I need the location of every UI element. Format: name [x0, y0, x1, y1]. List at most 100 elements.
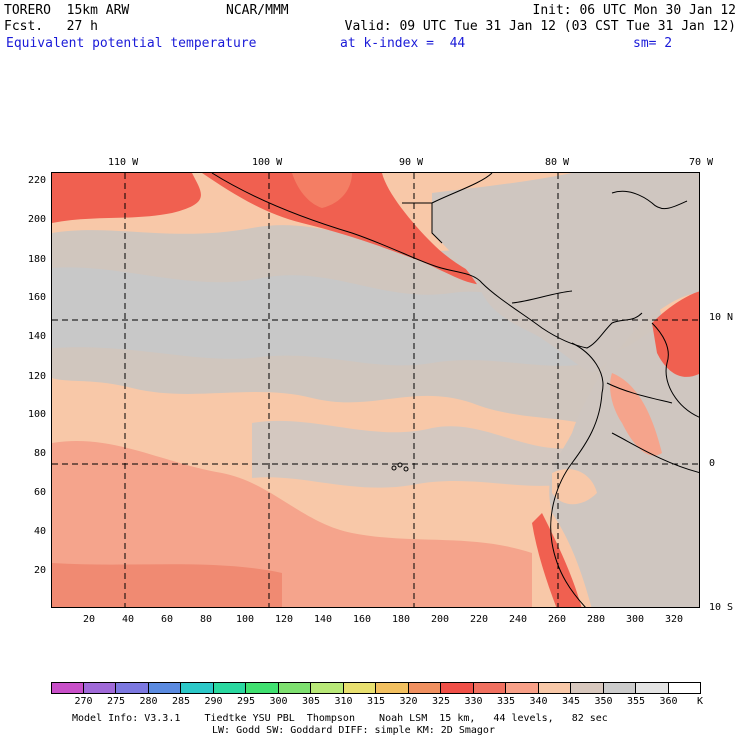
galapagos-island	[391, 465, 397, 471]
y-tick: 120	[27, 371, 46, 382]
border-ecuador	[606, 382, 673, 404]
smoothing-info: sm= 2	[633, 36, 673, 51]
colorbar-swatch	[311, 682, 344, 694]
x-tick: 200	[430, 614, 450, 625]
x-tick: 60	[160, 614, 174, 625]
colorbar-swatch	[408, 682, 441, 694]
colorbar-swatch	[506, 682, 539, 694]
red-region-colombia	[652, 291, 699, 377]
colorbar-label: 300	[269, 696, 288, 707]
colorbar-swatch	[636, 682, 669, 694]
red-region-mexico-coast	[202, 173, 492, 285]
x-tick: 180	[391, 614, 411, 625]
colorbar-label: 280	[139, 696, 158, 707]
field-name: Equivalent potential temperature	[6, 36, 257, 51]
coastline-cuba	[611, 190, 688, 210]
coastline-central-america	[211, 173, 643, 349]
x-tick: 100	[235, 614, 255, 625]
colorbar-label: 320	[399, 696, 418, 707]
lon-label: 70 W	[689, 157, 714, 168]
border-guatemala	[402, 202, 443, 244]
colorbar-swatch	[571, 682, 604, 694]
model-name: TORERO 15km ARW	[4, 3, 130, 18]
x-tick: 40	[121, 614, 135, 625]
lon-label: 90 W	[399, 157, 424, 168]
y-tick: 80	[33, 448, 46, 459]
colorbar-swatch	[376, 682, 409, 694]
y-tick: 40	[33, 526, 46, 537]
y-tick: 220	[27, 175, 46, 186]
level-info: at k-index = 44	[340, 36, 466, 51]
y-tick: 20	[33, 565, 46, 576]
colorbar-label: 290	[204, 696, 223, 707]
x-tick: 260	[547, 614, 567, 625]
y-tick: 60	[33, 487, 46, 498]
lat-label: 0	[709, 458, 716, 469]
physics-info: LW: Godd SW: Goddard DIFF: simple KM: 2D…	[212, 725, 495, 736]
colorbar-swatch	[603, 682, 636, 694]
colorbar-label: 340	[529, 696, 548, 707]
x-tick: 80	[199, 614, 213, 625]
colorbar-swatch	[441, 682, 474, 694]
colorbar-swatch	[668, 682, 701, 694]
border-colombia	[651, 322, 699, 418]
colorbar-swatch	[181, 682, 214, 694]
x-tick: 220	[469, 614, 489, 625]
x-tick: 140	[313, 614, 333, 625]
coastline-caribbean	[511, 290, 573, 304]
colorbar-unit: K	[697, 696, 704, 707]
colorbar-swatch	[538, 682, 571, 694]
lon-label: 100 W	[252, 157, 283, 168]
center-name: NCAR/MMM	[226, 3, 289, 18]
grey-band-core	[52, 267, 592, 366]
lon-label: 110 W	[108, 157, 139, 168]
colorbar-label: 305	[301, 696, 321, 707]
grey-band-south	[252, 420, 572, 488]
equivalent-potential-temperature-map	[52, 173, 699, 607]
colorbar-label: 360	[659, 696, 678, 707]
colorbar-swatch	[83, 682, 116, 694]
colorbar-swatch	[116, 682, 149, 694]
x-tick: 120	[274, 614, 294, 625]
colorbar-swatch	[246, 682, 279, 694]
x-tick: 280	[586, 614, 606, 625]
y-tick: 180	[27, 254, 46, 265]
colorbar-swatch	[51, 682, 84, 694]
colorbar-swatch	[343, 682, 376, 694]
red-region-northwest	[52, 173, 201, 223]
x-tick: 160	[352, 614, 372, 625]
salmon-region-andes	[610, 373, 662, 456]
init-time: Init: 06 UTC Mon 30 Jan 12	[532, 3, 737, 18]
colorbar-label: 350	[594, 696, 613, 707]
x-tick: 20	[82, 614, 96, 625]
galapagos-island	[397, 462, 403, 468]
colorbar-label: 285	[171, 696, 191, 707]
lat-label: 10 S	[709, 602, 734, 613]
x-tick: 240	[508, 614, 528, 625]
y-tick: 100	[27, 409, 46, 420]
colorbar-swatch	[278, 682, 311, 694]
colorbar-label: 330	[464, 696, 483, 707]
colorbar-swatch	[148, 682, 181, 694]
graticule	[52, 173, 699, 607]
colorbar-label: 345	[561, 696, 581, 707]
y-tick: 140	[27, 331, 46, 342]
colorbar-swatch	[473, 682, 506, 694]
forecast-hour: Fcst. 27 h	[4, 19, 98, 34]
colorbar-label: 310	[334, 696, 353, 707]
colorbar-label: 315	[366, 696, 386, 707]
border-peru-brazil	[611, 432, 699, 473]
colorbar-label: 325	[431, 696, 451, 707]
salmon-region-southwest	[52, 563, 282, 607]
coastline-south-america	[550, 342, 604, 607]
colorbar-label: 275	[106, 696, 126, 707]
lon-label: 80 W	[545, 157, 570, 168]
central-america-land	[432, 173, 699, 373]
south-america-land	[549, 294, 699, 607]
colorbar-label: 355	[626, 696, 646, 707]
colorbar-label: 270	[74, 696, 93, 707]
coastline-yucatan	[431, 173, 493, 204]
model-info: Model Info: V3.3.1 Tiedtke YSU PBL Thomp…	[72, 713, 608, 724]
colorbar-swatch	[213, 682, 246, 694]
map-panel	[51, 172, 700, 608]
